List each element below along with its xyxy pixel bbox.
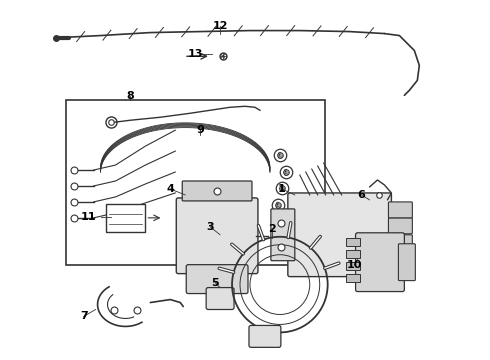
FancyBboxPatch shape — [176, 198, 258, 274]
FancyBboxPatch shape — [271, 209, 295, 261]
Text: 5: 5 — [211, 278, 219, 288]
FancyBboxPatch shape — [206, 288, 234, 310]
FancyBboxPatch shape — [288, 193, 392, 276]
Text: 12: 12 — [212, 21, 228, 31]
FancyBboxPatch shape — [398, 244, 416, 280]
FancyBboxPatch shape — [356, 233, 404, 292]
FancyBboxPatch shape — [389, 202, 413, 218]
Text: 13: 13 — [188, 49, 203, 59]
FancyBboxPatch shape — [389, 250, 413, 266]
Text: 9: 9 — [196, 125, 204, 135]
Bar — [345, 238, 360, 246]
Text: 10: 10 — [347, 260, 362, 270]
Text: 11: 11 — [81, 212, 97, 222]
Text: 2: 2 — [268, 224, 276, 234]
Text: 8: 8 — [126, 91, 134, 101]
Text: 3: 3 — [206, 222, 214, 232]
Text: 1: 1 — [278, 184, 286, 194]
Text: 4: 4 — [166, 184, 174, 194]
Bar — [66, 100, 325, 265]
FancyBboxPatch shape — [389, 218, 413, 234]
Text: 6: 6 — [358, 190, 366, 200]
FancyBboxPatch shape — [186, 265, 248, 293]
Text: 7: 7 — [80, 311, 88, 321]
Bar — [105, 204, 146, 232]
Bar — [345, 250, 360, 258]
FancyBboxPatch shape — [249, 325, 281, 347]
FancyBboxPatch shape — [182, 181, 252, 201]
FancyBboxPatch shape — [389, 235, 413, 251]
Bar — [345, 262, 360, 270]
Bar — [345, 274, 360, 282]
